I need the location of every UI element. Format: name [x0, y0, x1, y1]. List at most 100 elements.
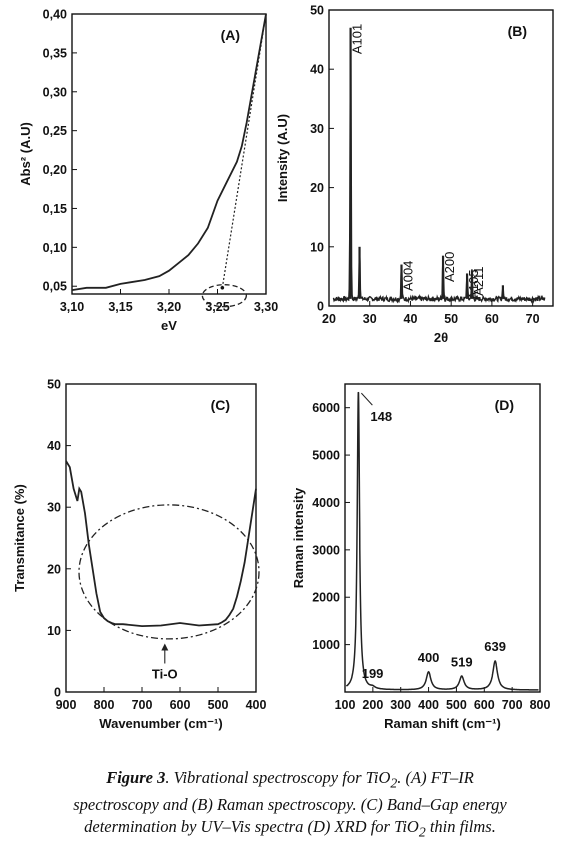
x-tick-label: 500	[208, 698, 229, 712]
caption-text-1b: . (A) FT–IR	[397, 768, 474, 787]
panel-label: (C)	[211, 397, 230, 413]
ti-o-label: Ti-O	[152, 666, 178, 681]
y-axis-label: Abs² (A.U)	[18, 122, 33, 186]
x-tick-label: 700	[502, 698, 523, 712]
caption-text-3a: determination by UV–Vis spectra (D) XRD …	[84, 817, 419, 837]
y-tick-label: 0,05	[43, 280, 67, 294]
x-tick-label: 100	[335, 698, 356, 712]
y-tick-label: 1000	[312, 638, 340, 652]
x-tick-label: 500	[446, 698, 467, 712]
figure-caption: Figure 3. Vibrational spectroscopy for T…	[20, 767, 560, 844]
band-gap-ellipse	[201, 284, 248, 308]
x-tick-label: 3,15	[108, 300, 132, 314]
panel-label: (A)	[221, 27, 240, 43]
x-tick-label: 60	[485, 312, 499, 326]
y-tick-label: 2000	[312, 591, 340, 605]
caption-subscript-3: 2	[418, 824, 426, 840]
plot-frame-b	[328, 9, 554, 307]
y-tick-label: 0,25	[43, 124, 67, 138]
caption-text-3b: thin films.	[425, 817, 496, 837]
x-axis-label: Raman shift (cm⁻¹)	[384, 716, 501, 731]
transmittance-curve	[65, 460, 257, 628]
y-tick-label: 0	[317, 300, 324, 314]
panel-c: 900 800 700 600 500 400 0 10 20 30 40 50 (C) Wavenumb…	[12, 378, 266, 732]
panel-d: 100 200 300 400 500 600 700 800 1000 2000 3000 4000…	[291, 383, 551, 731]
x-tick-label: 70	[526, 312, 540, 326]
y-tick-label: 0,35	[43, 46, 67, 60]
y-tick-label: 20	[47, 562, 61, 576]
x-axis-label: 2θ	[434, 330, 448, 345]
peak-label: A101	[350, 24, 365, 54]
caption-figure-label: Figure 3	[106, 768, 166, 787]
y-tick-label: 0,15	[43, 202, 67, 216]
x-tick-label: 600	[170, 698, 191, 712]
y-tick-label: 5000	[312, 449, 340, 463]
ti-o-region-ellipse	[78, 504, 260, 640]
xrd-pattern	[332, 30, 546, 304]
x-tick-label: 20	[322, 312, 336, 326]
y-tick-label: 0,40	[43, 8, 67, 22]
x-tick-label: 800	[94, 698, 115, 712]
plot-frame-c	[65, 383, 257, 693]
peak-label: A004	[400, 261, 415, 291]
x-axis-label: Wavenumber (cm⁻¹)	[99, 716, 222, 731]
y-axis-label: Transmitance (%)	[12, 484, 27, 592]
panel-label: (B)	[508, 23, 527, 39]
raman-peak-label: 519	[451, 654, 473, 669]
x-tick-label: 40	[404, 312, 418, 326]
caption-line-2: spectroscopy and (B) Raman spectroscopy.…	[73, 795, 507, 815]
caption-line-3: determination by UV–Vis spectra (D) XRD …	[20, 816, 560, 843]
x-axis-label: eV	[161, 318, 177, 333]
panel-label: (D)	[495, 397, 514, 413]
y-tick-label: 6000	[312, 401, 340, 415]
absorbance-curve	[71, 13, 267, 291]
x-tick-label: 50	[444, 312, 458, 326]
x-tick-label: 800	[530, 698, 551, 712]
x-tick-label: 300	[390, 698, 411, 712]
panel-b: 20 30 40 50 60 70 0 10 20 30 40 50 (B) 2θ Intensity (A…	[275, 4, 554, 345]
x-tick-label: 400	[246, 698, 267, 712]
y-tick-label: 10	[310, 240, 324, 254]
x-tick-label: 600	[474, 698, 495, 712]
x-tick-label: 30	[363, 312, 377, 326]
y-tick-label: 20	[310, 181, 324, 195]
y-tick-label: 40	[47, 439, 61, 453]
x-tick-label: 200	[362, 698, 383, 712]
y-tick-label: 50	[310, 4, 324, 18]
ti-o-arrow-head	[161, 643, 169, 651]
y-axis-label: Raman intensity	[291, 487, 306, 588]
x-tick-label: 3,30	[254, 300, 278, 314]
y-tick-label: 40	[310, 63, 324, 77]
band-gap-point	[220, 285, 225, 290]
raman-peak-label: 639	[484, 639, 506, 654]
peak-label: A105	[466, 269, 481, 299]
raman-peak-label: 400	[418, 650, 440, 665]
caption-text-1a: . Vibrational spectroscopy for TiO	[165, 768, 391, 787]
figure-panels: 3,10 3,15 3,20 3,25 3,30 0,05 0,10 0,15 0,20 0,25…	[12, 4, 554, 732]
x-tick-label: 700	[132, 698, 153, 712]
caption-line-1: Figure 3. Vibrational spectroscopy for T…	[20, 767, 560, 794]
peak-label: A200	[442, 252, 457, 282]
peak-label: A211	[471, 266, 486, 295]
y-tick-label: 4000	[312, 496, 340, 510]
raman-peak-label: 148	[370, 409, 392, 424]
y-tick-label: 50	[47, 378, 61, 392]
x-tick-label: 3,20	[157, 300, 181, 314]
peak-arrow	[361, 392, 373, 406]
y-tick-label: 30	[310, 122, 324, 136]
x-tick-label: 3,10	[60, 300, 84, 314]
panel-a: 3,10 3,15 3,20 3,25 3,30 0,05 0,10 0,15 0,20 0,25…	[18, 8, 278, 334]
y-tick-label: 30	[47, 501, 61, 515]
raman-spectrum	[345, 391, 539, 691]
y-tick-label: 0,20	[43, 163, 67, 177]
y-tick-label: 0,10	[43, 241, 67, 255]
y-tick-label: 0	[54, 686, 61, 700]
y-tick-label: 10	[47, 624, 61, 638]
plot-frame-d	[344, 383, 541, 693]
x-tick-label: 900	[56, 698, 77, 712]
x-tick-label: 400	[418, 698, 439, 712]
caption-subscript-1: 2	[390, 775, 398, 791]
raman-peak-label: 199	[362, 666, 384, 681]
y-axis-label: Intensity (A.U)	[275, 114, 290, 202]
y-tick-label: 3000	[312, 543, 340, 557]
